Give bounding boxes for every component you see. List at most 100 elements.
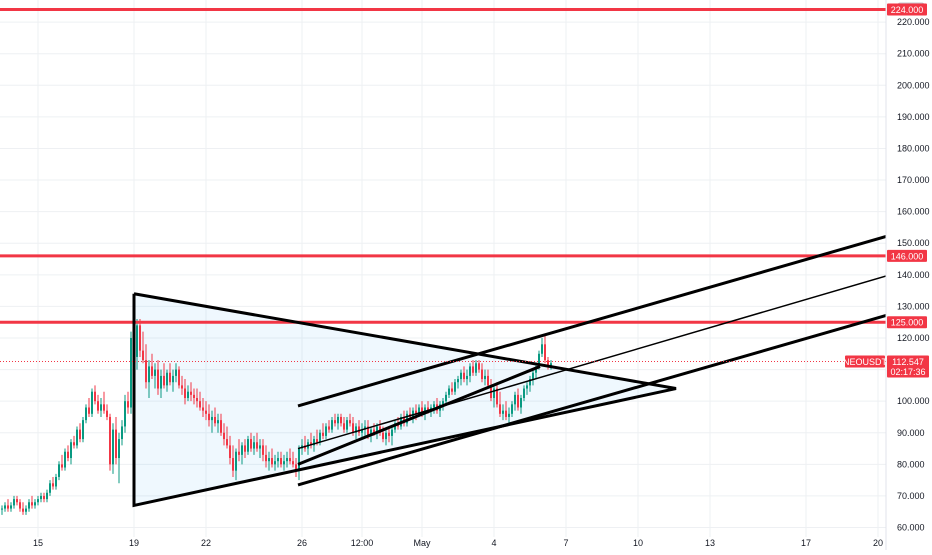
candle (25, 505, 27, 515)
x-tick-label: 4 (491, 538, 496, 548)
candle (487, 369, 489, 389)
y-tick-label: 200.000 (897, 80, 930, 90)
candle (73, 435, 75, 449)
candle (529, 375, 531, 392)
candle-body (310, 442, 312, 446)
candle-body (262, 445, 264, 455)
y-tick-label: 80.000 (897, 459, 925, 469)
candle (460, 369, 462, 386)
candle (502, 404, 504, 421)
candle-body (274, 461, 276, 465)
candle-body (361, 429, 363, 433)
candle-body (427, 407, 429, 411)
triangle-pattern[interactable] (132, 292, 677, 508)
candle-body (322, 432, 324, 436)
candle-body (19, 502, 21, 509)
candle-body (412, 410, 414, 417)
candle (472, 360, 474, 376)
price-axis[interactable] (886, 0, 932, 550)
candle (142, 331, 144, 364)
candle (244, 439, 246, 459)
candle-body (61, 464, 63, 468)
candle (184, 379, 186, 405)
candle-body (265, 454, 267, 462)
trend-line[interactable] (297, 365, 541, 466)
candle (79, 423, 81, 443)
candle (514, 391, 516, 411)
candle (64, 448, 66, 471)
candle-body (328, 426, 330, 430)
y-tick-label: 210.000 (897, 49, 930, 59)
candle-body (229, 445, 231, 459)
symbol-tag-text: NEOUSDT (843, 357, 888, 367)
candle-body (223, 432, 225, 440)
candle (40, 492, 42, 503)
candle-body (316, 439, 318, 443)
y-tick-label: 220.000 (897, 17, 930, 27)
candle-body (331, 420, 333, 430)
candle-body (28, 502, 30, 509)
candle (31, 495, 33, 509)
candle (139, 319, 141, 357)
y-tick-label: 150.000 (897, 238, 930, 248)
candle (274, 454, 276, 471)
candle-body (241, 445, 243, 455)
candle (322, 423, 324, 440)
symbol-tag[interactable] (845, 355, 885, 368)
candle-body (124, 401, 126, 427)
candle (454, 379, 456, 395)
level-price-tag (887, 316, 927, 329)
candle (250, 432, 252, 452)
candle-body (259, 445, 261, 449)
candle (238, 439, 240, 462)
candle (451, 382, 453, 395)
candle-body (349, 420, 351, 424)
candle (241, 442, 243, 465)
candle-body (193, 394, 195, 399)
candle-body (97, 401, 99, 411)
candle (157, 360, 159, 395)
candle-body (358, 426, 360, 433)
candle (52, 476, 54, 490)
candle (475, 360, 477, 376)
candle-body (88, 407, 90, 414)
x-tick-label: 12:00 (351, 538, 374, 548)
candle (10, 502, 12, 512)
y-tick-label: 180.000 (897, 143, 930, 153)
candle-body (460, 372, 462, 380)
candle (211, 410, 213, 433)
candle (271, 448, 273, 468)
trend-line[interactable] (297, 312, 891, 487)
candle-body (247, 439, 249, 452)
candle (259, 439, 261, 459)
candle-body (184, 388, 186, 399)
x-tick-label: 19 (129, 538, 139, 548)
candle-body (103, 404, 105, 411)
candle (466, 369, 468, 386)
candle (406, 410, 408, 427)
candle-body (79, 429, 81, 440)
last-price-tag (887, 355, 929, 378)
candle-body (457, 379, 459, 383)
candle (175, 363, 177, 383)
candle (19, 499, 21, 512)
candle-body (163, 375, 165, 386)
candle (94, 385, 96, 405)
candle-body (415, 410, 417, 414)
candle (154, 363, 156, 389)
candle (115, 416, 117, 465)
candle (163, 363, 165, 389)
candle (361, 423, 363, 440)
time-axis[interactable] (0, 537, 932, 550)
candle (505, 401, 507, 421)
candle (0, 505, 3, 515)
candle (445, 391, 447, 405)
candle (283, 454, 285, 471)
candle-body (211, 416, 213, 421)
candle-body (181, 385, 183, 389)
candle-body (244, 445, 246, 452)
trend-line[interactable] (297, 233, 891, 408)
candle (199, 391, 201, 411)
